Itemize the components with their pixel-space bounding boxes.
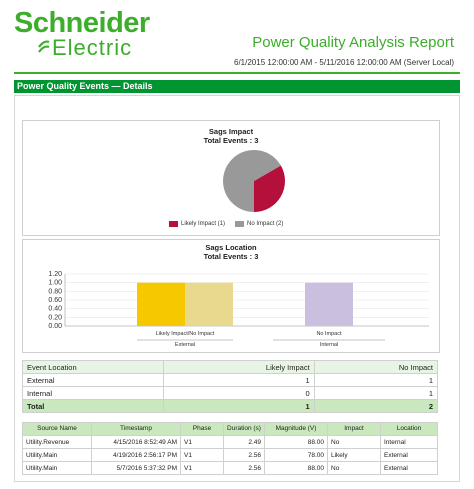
summary-row: External 1 1 — [22, 373, 439, 387]
report-content-frame — [14, 95, 460, 482]
summary-table: Event Location Likely Impact No Impact E… — [22, 360, 439, 413]
sags-location-bar-chart: 0.00 0.200.40 0.60 0.801.00 1.20 Likely Impac… — [48, 271, 429, 348]
summary-total-none: 2 — [313, 399, 439, 413]
events-detail-table: Source Name Timestamp Phase Duration (s)… — [22, 422, 438, 475]
summary-cell: External — [22, 373, 164, 387]
detail-cell: 88.00 — [264, 435, 328, 449]
schneider-logo: Schneider Electric — [14, 7, 150, 60]
detail-cell: V1 — [180, 448, 224, 462]
detail-cell: 5/7/2016 5:37:32 PM — [91, 461, 181, 475]
table-row: Utility.Main 5/7/2016 5:37:32 PM V1 2.56… — [22, 461, 438, 475]
detail-header-row: Source Name Timestamp Phase Duration (s)… — [22, 422, 438, 436]
bar-internal — [305, 282, 353, 326]
detail-cell: Likely — [327, 448, 381, 462]
summary-cell: 1 — [163, 373, 315, 387]
detail-cell: Internal — [380, 435, 438, 449]
logo-symbol-icon — [38, 40, 50, 53]
detail-cell: V1 — [180, 435, 224, 449]
sags-location-panel: Sags Location Total Events : 3 0.00 0.20 0… — [22, 239, 440, 353]
y-tick-label: 0.80 — [48, 288, 62, 295]
logo-wordmark-electric: Electric — [52, 35, 133, 60]
summary-col-none: No Impact — [313, 360, 439, 374]
detail-col-location: Location — [380, 422, 438, 436]
summary-total-label: Total — [22, 399, 164, 413]
pie-chart-title: Sags Impact — [208, 127, 254, 136]
detail-cell: 2.56 — [223, 448, 265, 462]
report-title: Power Quality Analysis Report — [252, 34, 454, 51]
summary-cell: Internal — [22, 386, 164, 400]
table-row: Utility.Revenue 4/15/2016 8:52:49 AM V1 … — [22, 435, 438, 449]
detail-cell: 2.56 — [223, 461, 265, 475]
detail-cell: Utility.Main — [22, 448, 92, 462]
detail-cell: External — [380, 461, 438, 475]
detail-cell: No — [327, 461, 381, 475]
pie-slice-no-impact — [223, 150, 281, 212]
detail-cell: 88.00 — [264, 461, 328, 475]
table-row: Utility.Main 4/19/2016 2:56:17 PM V1 2.5… — [22, 448, 438, 462]
pie-legend: Likely Impact (1) No Impact (2) — [169, 221, 283, 227]
summary-cell: 1 — [313, 386, 439, 400]
pie-chart-subtitle: Total Events : 3 — [203, 136, 259, 145]
y-tick-label: 0.60 — [48, 297, 62, 304]
y-tick-label: 0.00 — [48, 323, 62, 330]
legend-label-likely-impact: Likely Impact (1) — [181, 221, 226, 227]
detail-col-duration: Duration (s) — [223, 422, 265, 436]
detail-cell: 4/15/2016 8:52:49 AM — [91, 435, 181, 449]
x-category-label: Likely Impact/No Impact — [156, 331, 215, 337]
header-divider — [14, 72, 460, 74]
bar-external — [137, 282, 185, 326]
legend-swatch-likely-impact — [169, 221, 178, 227]
x-group-label: External — [175, 342, 195, 348]
bar-chart-title: Sags Location — [205, 243, 257, 252]
legend-swatch-no-impact — [235, 221, 245, 227]
sags-impact-panel: Sags Impact Total Events : 3 Likely Impa… — [22, 120, 440, 236]
logo-wordmark-top: Schneider — [14, 7, 150, 39]
detail-cell: 78.00 — [264, 448, 328, 462]
bar-external — [185, 282, 233, 326]
summary-total-likely: 1 — [163, 399, 315, 413]
summary-col-location: Event Location — [22, 360, 164, 374]
detail-col-source: Source Name — [22, 422, 92, 436]
y-tick-label: 0.40 — [48, 306, 62, 313]
y-tick-label: 1.00 — [48, 280, 62, 287]
detail-cell: No — [327, 435, 381, 449]
pie-slice-likely-impact — [254, 165, 285, 212]
date-range: 6/1/2015 12:00:00 AM - 5/11/2016 12:00:0… — [234, 58, 454, 67]
detail-cell: Utility.Main — [22, 461, 92, 475]
summary-total-row: Total 1 2 — [22, 399, 439, 413]
summary-col-likely: Likely Impact — [163, 360, 315, 374]
summary-header-row: Event Location Likely Impact No Impact — [22, 360, 439, 374]
logo-wordmark-bottom: Electric — [38, 35, 150, 60]
detail-col-impact: Impact — [327, 422, 381, 436]
y-tick-label: 0.20 — [48, 314, 62, 321]
detail-cell: Utility.Revenue — [22, 435, 92, 449]
x-group-label: Internal — [320, 342, 338, 348]
detail-col-timestamp: Timestamp — [91, 422, 181, 436]
detail-cell: 2.49 — [223, 435, 265, 449]
summary-cell: 1 — [313, 373, 439, 387]
summary-cell: 0 — [163, 386, 315, 400]
sags-impact-pie-chart — [223, 150, 285, 212]
legend-label-no-impact: No Impact (2) — [247, 221, 284, 227]
detail-col-magnitude: Magnitude (V) — [264, 422, 328, 436]
section-header: Power Quality Events — Details — [14, 80, 460, 93]
detail-cell: 4/19/2016 2:56:17 PM — [91, 448, 181, 462]
detail-cell: V1 — [180, 461, 224, 475]
y-tick-label: 1.20 — [48, 271, 62, 278]
summary-row: Internal 0 1 — [22, 386, 439, 400]
detail-cell: External — [380, 448, 438, 462]
bar-chart-subtitle: Total Events : 3 — [203, 252, 259, 261]
detail-col-phase: Phase — [180, 422, 224, 436]
x-category-label: No Impact — [316, 331, 342, 337]
